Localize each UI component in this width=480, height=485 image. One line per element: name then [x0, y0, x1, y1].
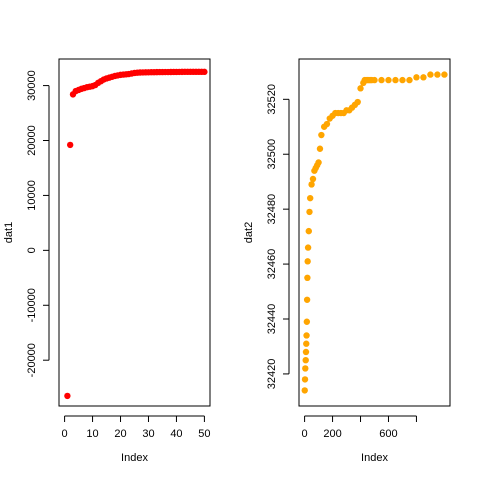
data-point-2	[434, 71, 441, 78]
data-point-2	[392, 76, 399, 84]
data-point-2	[303, 318, 311, 325]
x-tick-label-2: 200	[323, 428, 341, 440]
data-point-2	[301, 376, 309, 383]
data-point-2	[303, 296, 311, 303]
data-point-2	[308, 181, 315, 188]
data-point-2	[303, 340, 310, 347]
data-point-2	[304, 244, 312, 251]
data-point-2	[399, 76, 406, 84]
data-point-2	[318, 131, 325, 139]
plot-frame-2	[298, 58, 451, 407]
data-point-2	[304, 274, 311, 282]
y-tick-label-1: -20000	[26, 343, 38, 377]
data-point-1	[201, 68, 208, 76]
x-tick-label-1: 0	[62, 428, 68, 440]
data-point-2	[354, 98, 361, 106]
y-tick-label-2: 32440	[266, 304, 278, 335]
data-point-2	[406, 76, 413, 84]
data-point-1	[66, 141, 74, 149]
data-point-2	[304, 258, 311, 265]
x-tick-label-1: 40	[170, 428, 182, 440]
data-point-2	[323, 120, 331, 128]
data-point-2	[306, 194, 314, 202]
y-tick-label-1: -10000	[26, 288, 38, 322]
y-tick-label-1: 0	[26, 247, 38, 253]
data-point-2	[413, 74, 420, 81]
data-point-2	[301, 387, 308, 394]
data-point-2	[316, 145, 324, 152]
data-point-2	[306, 208, 313, 216]
data-point-2	[427, 71, 434, 78]
y-tick-label-2: 32520	[266, 84, 278, 115]
y-tick-label-2: 32420	[266, 359, 278, 390]
x-axis-title-2: Index	[361, 452, 388, 464]
x-tick-label-1: 50	[198, 428, 210, 440]
data-point-2	[303, 332, 310, 339]
data-point-2	[305, 227, 312, 235]
y-tick-label-1: 20000	[26, 125, 38, 156]
x-tick-label-1: 30	[142, 428, 154, 440]
data-point-2	[302, 365, 309, 372]
x-axis-title-1: Index	[121, 452, 148, 464]
data-point-2	[357, 85, 364, 92]
x-tick-label-1: 20	[114, 428, 126, 440]
data-point-2	[371, 76, 378, 84]
x-tick-label-2: 0	[302, 428, 308, 440]
y-axis-title-2: dat2	[243, 222, 255, 243]
x-tick-label-1: 10	[86, 428, 98, 440]
y-tick-label-2: 32500	[266, 139, 278, 170]
data-point-2	[302, 356, 309, 364]
data-point-1	[64, 392, 71, 400]
data-point-2	[378, 76, 385, 84]
y-tick-label-1: 30000	[26, 70, 38, 101]
y-tick-label-2: 32460	[266, 249, 278, 280]
y-axis-title-1: dat1	[3, 222, 15, 243]
data-point-2	[315, 159, 322, 166]
data-point-2	[385, 76, 392, 84]
y-tick-label-1: 10000	[26, 180, 38, 211]
data-point-2	[441, 71, 448, 78]
data-point-2	[302, 348, 310, 356]
y-tick-label-2: 32480	[266, 194, 278, 225]
data-point-2	[309, 175, 317, 183]
data-point-2	[420, 74, 427, 81]
x-tick-label-2: 600	[379, 428, 397, 440]
plot-frame-1	[58, 58, 211, 407]
